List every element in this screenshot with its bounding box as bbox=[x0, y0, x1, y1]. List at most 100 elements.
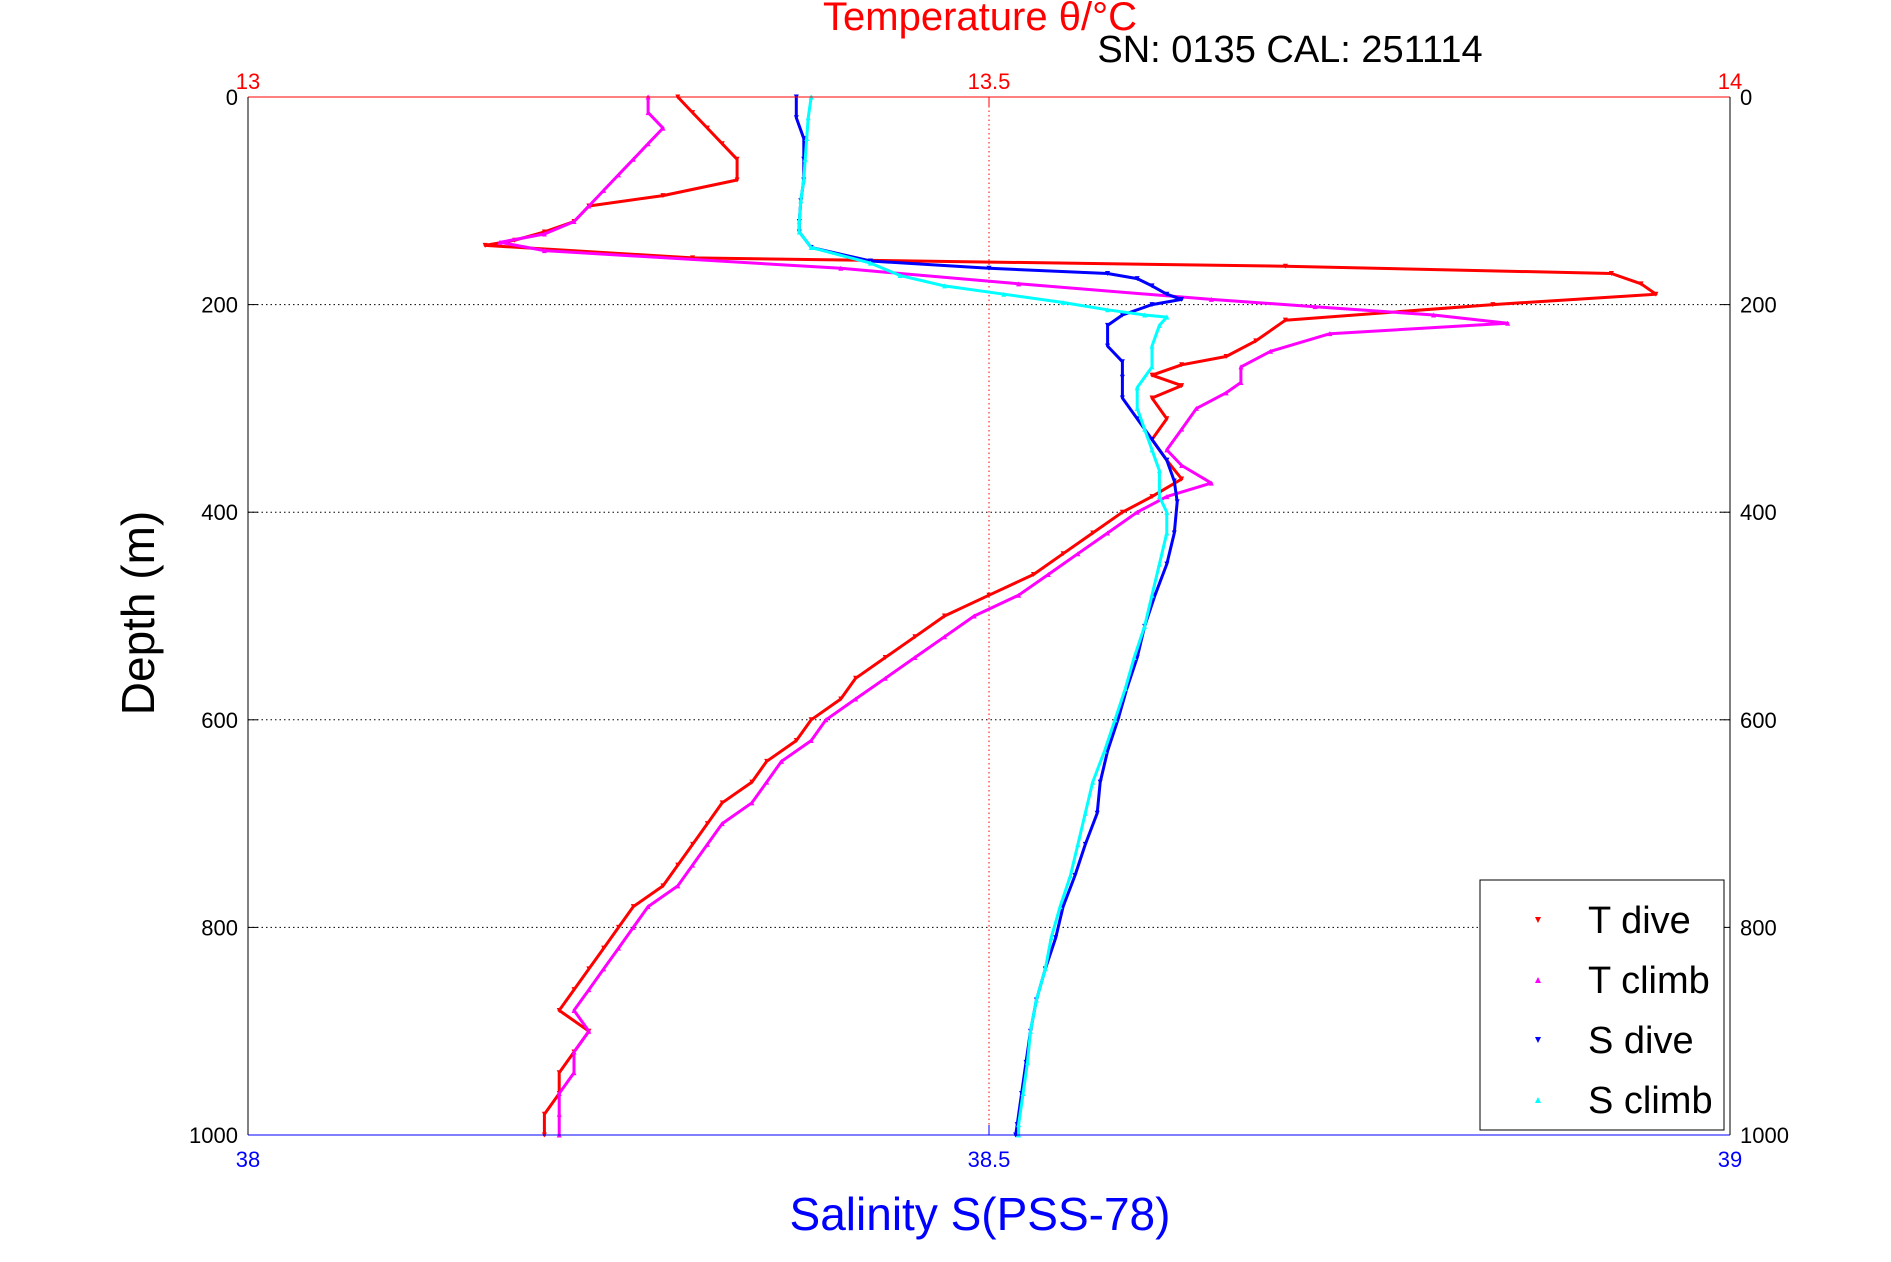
data-point-t-climb bbox=[660, 125, 666, 131]
data-point-t-climb bbox=[1179, 426, 1185, 432]
data-point-t-climb bbox=[1164, 447, 1170, 453]
data-point-t-dive bbox=[719, 800, 725, 806]
series-t-climb bbox=[497, 94, 1511, 1138]
data-point-t-climb bbox=[645, 141, 651, 147]
data-point-s-climb bbox=[1149, 592, 1155, 598]
data-point-s-climb bbox=[1048, 935, 1054, 941]
data-point-t-dive bbox=[660, 883, 666, 889]
data-point-t-climb bbox=[1134, 509, 1140, 515]
y-tick-label-right: 600 bbox=[1740, 708, 1777, 733]
data-point-t-climb bbox=[645, 110, 651, 116]
data-point-t-climb bbox=[616, 172, 621, 178]
data-point-t-climb bbox=[601, 187, 607, 193]
data-point-t-dive bbox=[1090, 530, 1096, 536]
data-point-t-climb bbox=[1179, 462, 1185, 468]
bottom-axis-tick-label: 38 bbox=[236, 1147, 260, 1172]
data-point-s-dive bbox=[1119, 359, 1125, 365]
data-point-s-dive bbox=[1082, 841, 1088, 847]
data-point-t-dive bbox=[882, 655, 888, 661]
data-point-t-climb bbox=[541, 248, 547, 254]
legend-box bbox=[1479, 879, 1725, 1131]
legend-marker bbox=[1535, 1037, 1541, 1043]
data-point-t-climb bbox=[704, 841, 710, 847]
data-point-t-dive bbox=[1030, 571, 1036, 577]
data-point-s-climb bbox=[1033, 997, 1039, 1003]
data-point-s-climb bbox=[1102, 748, 1108, 754]
data-point-t-dive bbox=[601, 945, 607, 951]
data-point-t-climb bbox=[571, 219, 577, 225]
data-point-t-climb bbox=[838, 265, 844, 271]
data-point-s-dive bbox=[1105, 343, 1111, 349]
data-point-t-dive bbox=[853, 675, 859, 681]
data-point-t-climb bbox=[779, 758, 785, 764]
data-point-s-climb bbox=[1134, 405, 1140, 411]
data-point-s-dive bbox=[1105, 270, 1111, 276]
data-point-s-climb bbox=[1149, 343, 1155, 349]
data-point-s-dive bbox=[1094, 810, 1100, 816]
data-point-t-climb bbox=[497, 239, 503, 245]
data-point-s-climb bbox=[796, 219, 802, 225]
data-point-t-dive bbox=[1164, 416, 1170, 422]
data-point-t-dive bbox=[690, 255, 696, 261]
data-point-t-climb bbox=[1105, 530, 1111, 536]
data-point-t-dive bbox=[616, 924, 621, 930]
data-layer bbox=[482, 94, 1659, 1138]
bottom-axis-tick-label: 39 bbox=[1718, 1147, 1742, 1172]
data-point-t-climb bbox=[601, 966, 607, 972]
x-axis-label: Salinity S(PSS-78) bbox=[790, 1188, 1171, 1240]
data-point-s-dive bbox=[1164, 457, 1170, 463]
y-tick-label-right: 200 bbox=[1740, 293, 1777, 318]
data-point-s-dive bbox=[1119, 395, 1125, 401]
data-point-s-dive bbox=[1164, 561, 1170, 567]
data-point-s-climb bbox=[1025, 1059, 1031, 1065]
data-point-s-climb bbox=[801, 177, 807, 183]
data-point-t-climb bbox=[630, 156, 636, 162]
data-point-t-climb bbox=[823, 717, 829, 723]
data-point-s-climb bbox=[1075, 841, 1081, 847]
top-axis-tick-label: 13 bbox=[236, 69, 260, 94]
data-point-s-climb bbox=[805, 115, 811, 121]
data-point-t-climb bbox=[764, 779, 770, 785]
data-point-t-dive bbox=[734, 156, 740, 162]
data-point-t-climb bbox=[1016, 592, 1022, 598]
top-axis-tick-label: 13.5 bbox=[968, 69, 1011, 94]
data-point-t-dive bbox=[1282, 317, 1288, 323]
data-point-t-climb bbox=[1505, 320, 1511, 326]
data-point-s-climb bbox=[942, 283, 948, 289]
data-point-t-dive bbox=[690, 841, 696, 847]
data-point-s-climb bbox=[1142, 312, 1148, 318]
data-point-t-dive bbox=[556, 1070, 562, 1076]
data-point-s-dive bbox=[986, 265, 992, 271]
data-point-t-climb bbox=[1327, 331, 1333, 337]
series-s-climb bbox=[796, 94, 1170, 1138]
y-tick-label: 1000 bbox=[189, 1123, 238, 1148]
data-point-s-climb bbox=[1164, 530, 1170, 536]
y-tick-label: 800 bbox=[201, 915, 238, 940]
data-point-s-climb bbox=[1164, 509, 1170, 515]
data-point-t-climb bbox=[571, 1007, 577, 1013]
data-point-t-climb bbox=[749, 800, 755, 806]
legend-label: T dive bbox=[1588, 900, 1691, 942]
data-point-t-dive bbox=[541, 1111, 547, 1117]
data-point-t-climb bbox=[586, 203, 592, 209]
data-point-s-dive bbox=[1171, 530, 1177, 536]
data-point-s-climb bbox=[1042, 966, 1048, 972]
data-point-t-climb bbox=[645, 904, 651, 910]
data-point-s-climb bbox=[1082, 810, 1088, 816]
data-point-s-climb bbox=[1068, 873, 1074, 878]
data-point-s-climb bbox=[1149, 364, 1155, 370]
data-point-t-climb bbox=[719, 821, 725, 827]
legend-marker bbox=[1535, 977, 1541, 983]
data-point-t-climb bbox=[1238, 379, 1244, 385]
data-point-t-climb bbox=[942, 634, 948, 640]
data-point-s-climb bbox=[1156, 322, 1162, 328]
data-point-s-climb bbox=[867, 260, 873, 266]
data-point-t-climb bbox=[571, 1070, 577, 1076]
data-point-t-climb bbox=[1045, 571, 1051, 577]
data-point-s-dive bbox=[1072, 873, 1078, 878]
data-point-s-climb bbox=[1001, 291, 1007, 297]
data-point-s-dive bbox=[1149, 283, 1155, 289]
series-line-s-climb bbox=[797, 95, 1169, 1137]
data-point-t-dive bbox=[764, 758, 770, 764]
